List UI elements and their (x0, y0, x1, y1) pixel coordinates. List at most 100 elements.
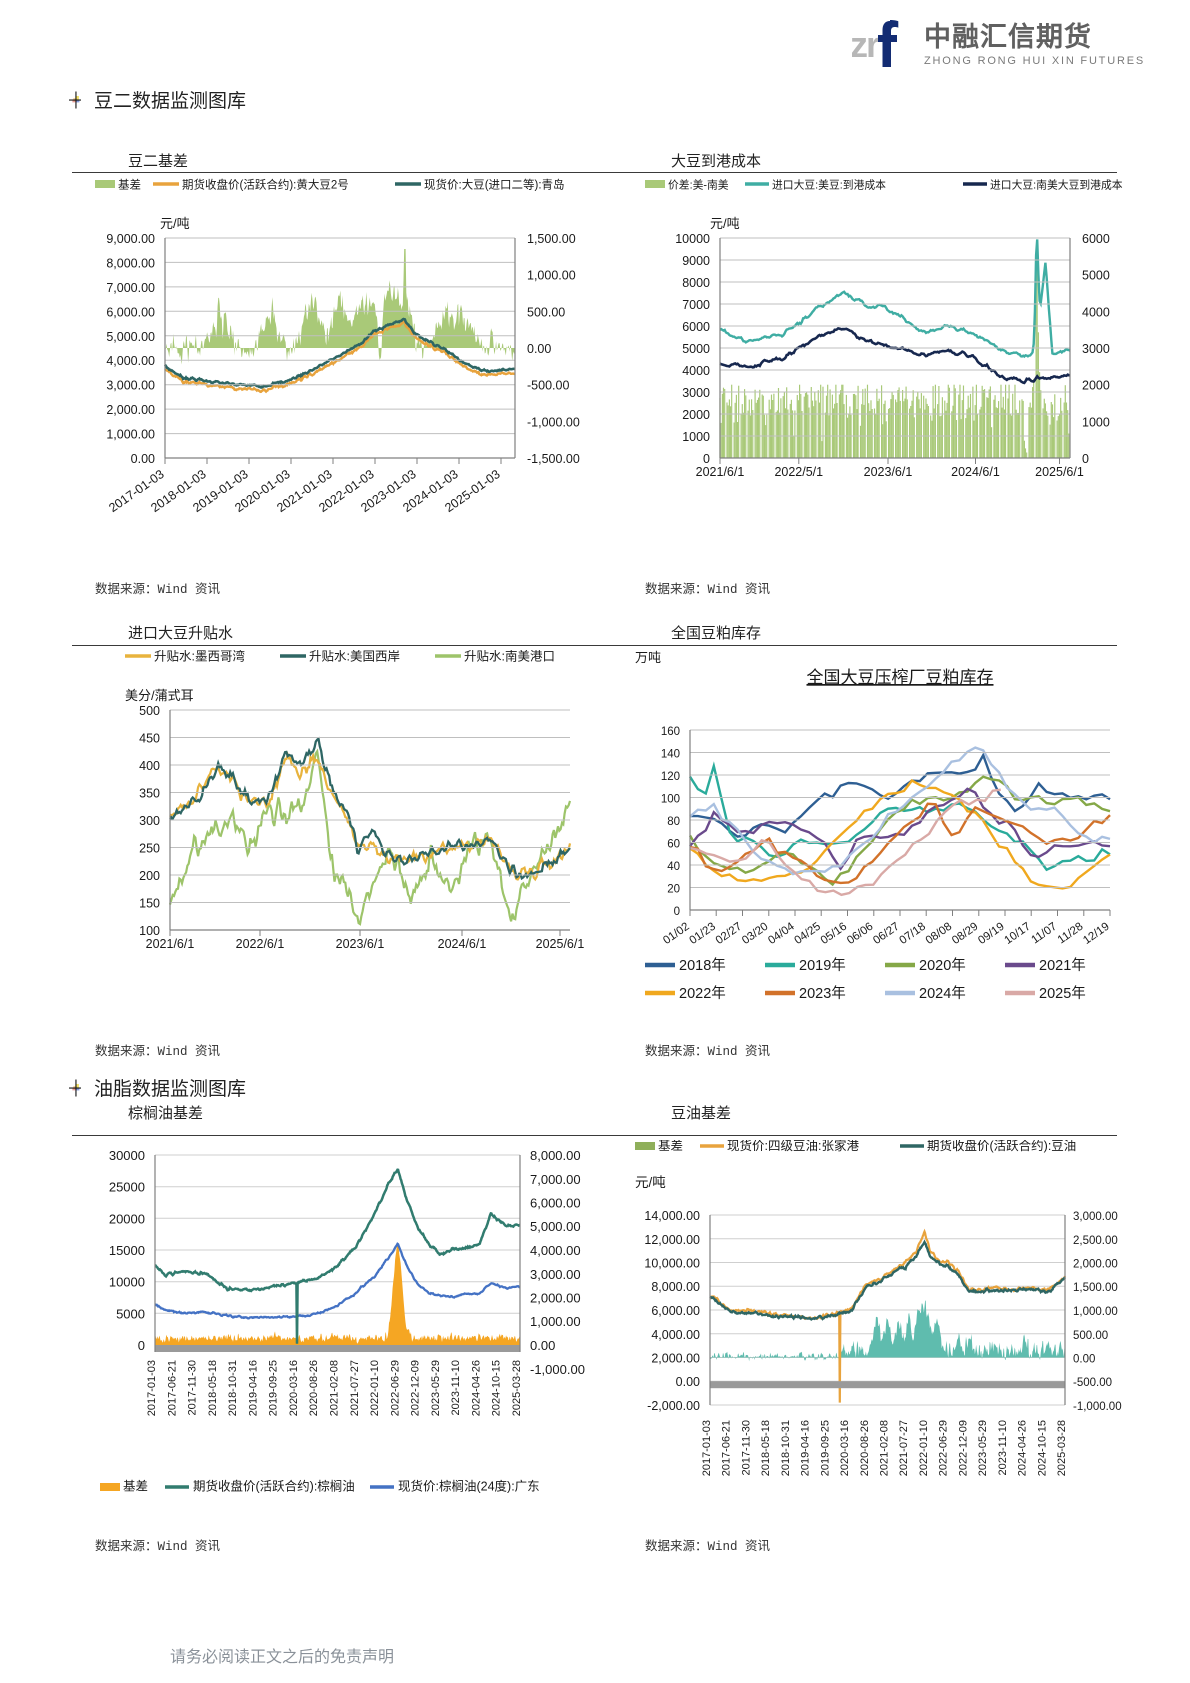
svg-text:基差: 基差 (118, 178, 141, 192)
svg-text:2023-05-29: 2023-05-29 (430, 1360, 442, 1416)
svg-text:8,000.00: 8,000.00 (530, 1148, 581, 1163)
svg-text:6000: 6000 (682, 320, 710, 334)
svg-text:2025/6/1: 2025/6/1 (536, 937, 585, 951)
svg-text:12/19: 12/19 (1081, 921, 1111, 947)
svg-text:2021/6/1: 2021/6/1 (696, 465, 745, 479)
svg-text:2021/6/1: 2021/6/1 (146, 937, 195, 951)
svg-text:5,000.00: 5,000.00 (530, 1219, 581, 1234)
svg-text:2024-10-15: 2024-10-15 (1036, 1420, 1048, 1476)
svg-text:2019年: 2019年 (799, 957, 846, 974)
svg-text:2,000.00: 2,000.00 (530, 1291, 581, 1306)
svg-text:15000: 15000 (109, 1243, 145, 1258)
svg-text:1000: 1000 (682, 430, 710, 444)
svg-text:全国大豆压榨厂豆粕库存: 全国大豆压榨厂豆粕库存 (807, 668, 994, 687)
svg-text:0.00: 0.00 (527, 342, 551, 356)
svg-text:价差:美-南美: 价差:美-南美 (668, 178, 729, 192)
svg-text:0: 0 (138, 1338, 145, 1353)
svg-text:-500.00: -500.00 (527, 379, 569, 393)
svg-text:2,000.00: 2,000.00 (1073, 1259, 1118, 1271)
svg-text:250: 250 (139, 842, 160, 856)
svg-text:2022/6/1: 2022/6/1 (236, 937, 285, 951)
svg-text:2022-06-29: 2022-06-29 (389, 1360, 401, 1416)
svg-text:升贴水:美国西岸: 升贴水:美国西岸 (309, 650, 400, 664)
svg-text:2020-03-16: 2020-03-16 (839, 1420, 851, 1476)
svg-text:2021-07-27: 2021-07-27 (349, 1360, 361, 1416)
svg-text:100: 100 (139, 924, 160, 938)
svg-text:140: 140 (661, 749, 680, 761)
svg-text:1,000.00: 1,000.00 (106, 428, 155, 442)
svg-text:2023/6/1: 2023/6/1 (336, 937, 385, 951)
svg-text:10/17: 10/17 (1002, 921, 1032, 947)
svg-text:11/07: 11/07 (1029, 921, 1059, 947)
svg-text:10000: 10000 (675, 232, 710, 246)
svg-text:09/19: 09/19 (976, 921, 1006, 947)
svg-text:2019-09-25: 2019-09-25 (819, 1420, 831, 1476)
svg-text:1,000.00: 1,000.00 (1073, 1306, 1118, 1318)
svg-text:2019-09-25: 2019-09-25 (268, 1360, 280, 1416)
svg-text:2022-06-29: 2022-06-29 (938, 1420, 950, 1476)
svg-text:3,000.00: 3,000.00 (106, 379, 155, 393)
svg-text:2020-08-26: 2020-08-26 (859, 1420, 871, 1476)
svg-text:14,000.00: 14,000.00 (644, 1209, 700, 1223)
svg-text:12,000.00: 12,000.00 (644, 1233, 700, 1247)
svg-text:500.00: 500.00 (527, 305, 565, 319)
svg-text:80: 80 (667, 816, 680, 828)
svg-text:升贴水:墨西哥湾: 升贴水:墨西哥湾 (154, 650, 245, 664)
svg-text:元/吨: 元/吨 (635, 1175, 666, 1190)
svg-text:0.00: 0.00 (131, 452, 155, 466)
svg-text:-2,000.00: -2,000.00 (647, 1399, 700, 1413)
svg-text:2024-04-26: 2024-04-26 (470, 1360, 482, 1416)
svg-text:08/29: 08/29 (950, 921, 980, 947)
svg-text:1000: 1000 (1082, 415, 1110, 429)
svg-text:2017-06-21: 2017-06-21 (721, 1420, 733, 1476)
svg-text:0: 0 (1082, 452, 1089, 466)
svg-text:-500.00: -500.00 (1073, 1377, 1112, 1389)
svg-text:06/27: 06/27 (871, 921, 901, 947)
svg-text:元/吨: 元/吨 (710, 216, 740, 231)
svg-text:2018-05-18: 2018-05-18 (207, 1360, 219, 1416)
svg-text:基差: 基差 (658, 1140, 683, 1153)
svg-text:2022-01-10: 2022-01-10 (918, 1420, 930, 1476)
svg-text:0.00: 0.00 (676, 1375, 700, 1389)
svg-text:120: 120 (661, 771, 680, 783)
svg-text:1,000.00: 1,000.00 (530, 1314, 581, 1329)
svg-text:6,000.00: 6,000.00 (106, 305, 155, 319)
svg-text:2024年: 2024年 (919, 985, 966, 1002)
svg-text:2022-01-10: 2022-01-10 (369, 1360, 381, 1416)
svg-text:5000: 5000 (116, 1306, 145, 1321)
svg-text:4,000.00: 4,000.00 (530, 1243, 581, 1258)
svg-text:400: 400 (139, 759, 160, 773)
svg-text:万吨: 万吨 (635, 650, 661, 665)
svg-text:9000: 9000 (682, 254, 710, 268)
svg-text:9,000.00: 9,000.00 (106, 232, 155, 246)
svg-text:07/18: 07/18 (897, 921, 927, 947)
svg-text:08/08: 08/08 (924, 921, 954, 947)
svg-text:01/02: 01/02 (661, 921, 691, 947)
svg-text:进口大豆:南美大豆到港成本: 进口大豆:南美大豆到港成本 (990, 178, 1123, 192)
svg-text:2022-12-09: 2022-12-09 (957, 1420, 969, 1476)
svg-text:-1,000.00: -1,000.00 (530, 1362, 585, 1377)
svg-text:2021-02-08: 2021-02-08 (879, 1420, 891, 1476)
svg-text:进口大豆:美豆:到港成本: 进口大豆:美豆:到港成本 (772, 178, 886, 192)
svg-text:450: 450 (139, 732, 160, 746)
svg-text:6,000.00: 6,000.00 (530, 1196, 581, 1211)
svg-text:5000: 5000 (682, 342, 710, 356)
svg-text:11/28: 11/28 (1056, 921, 1086, 947)
svg-text:2022年: 2022年 (679, 985, 726, 1002)
svg-text:2017-11-30: 2017-11-30 (740, 1420, 752, 1475)
svg-text:06/06: 06/06 (845, 921, 875, 947)
svg-text:2017-01-03: 2017-01-03 (701, 1420, 713, 1476)
svg-text:4,000.00: 4,000.00 (106, 354, 155, 368)
svg-text:5000: 5000 (1082, 269, 1110, 283)
svg-text:2020年: 2020年 (919, 957, 966, 974)
svg-text:2017-06-21: 2017-06-21 (166, 1360, 178, 1416)
svg-text:2023年: 2023年 (799, 985, 846, 1002)
svg-text:10000: 10000 (109, 1275, 145, 1290)
svg-text:升贴水:南美港口: 升贴水:南美港口 (464, 650, 555, 664)
svg-text:2017-11-30: 2017-11-30 (187, 1360, 199, 1415)
svg-text:7000: 7000 (682, 298, 710, 312)
svg-text:0.00: 0.00 (1073, 1354, 1095, 1366)
svg-text:-1,500.00: -1,500.00 (527, 452, 580, 466)
svg-text:2018-10-31: 2018-10-31 (227, 1360, 239, 1416)
svg-text:-1,000.00: -1,000.00 (527, 415, 580, 429)
